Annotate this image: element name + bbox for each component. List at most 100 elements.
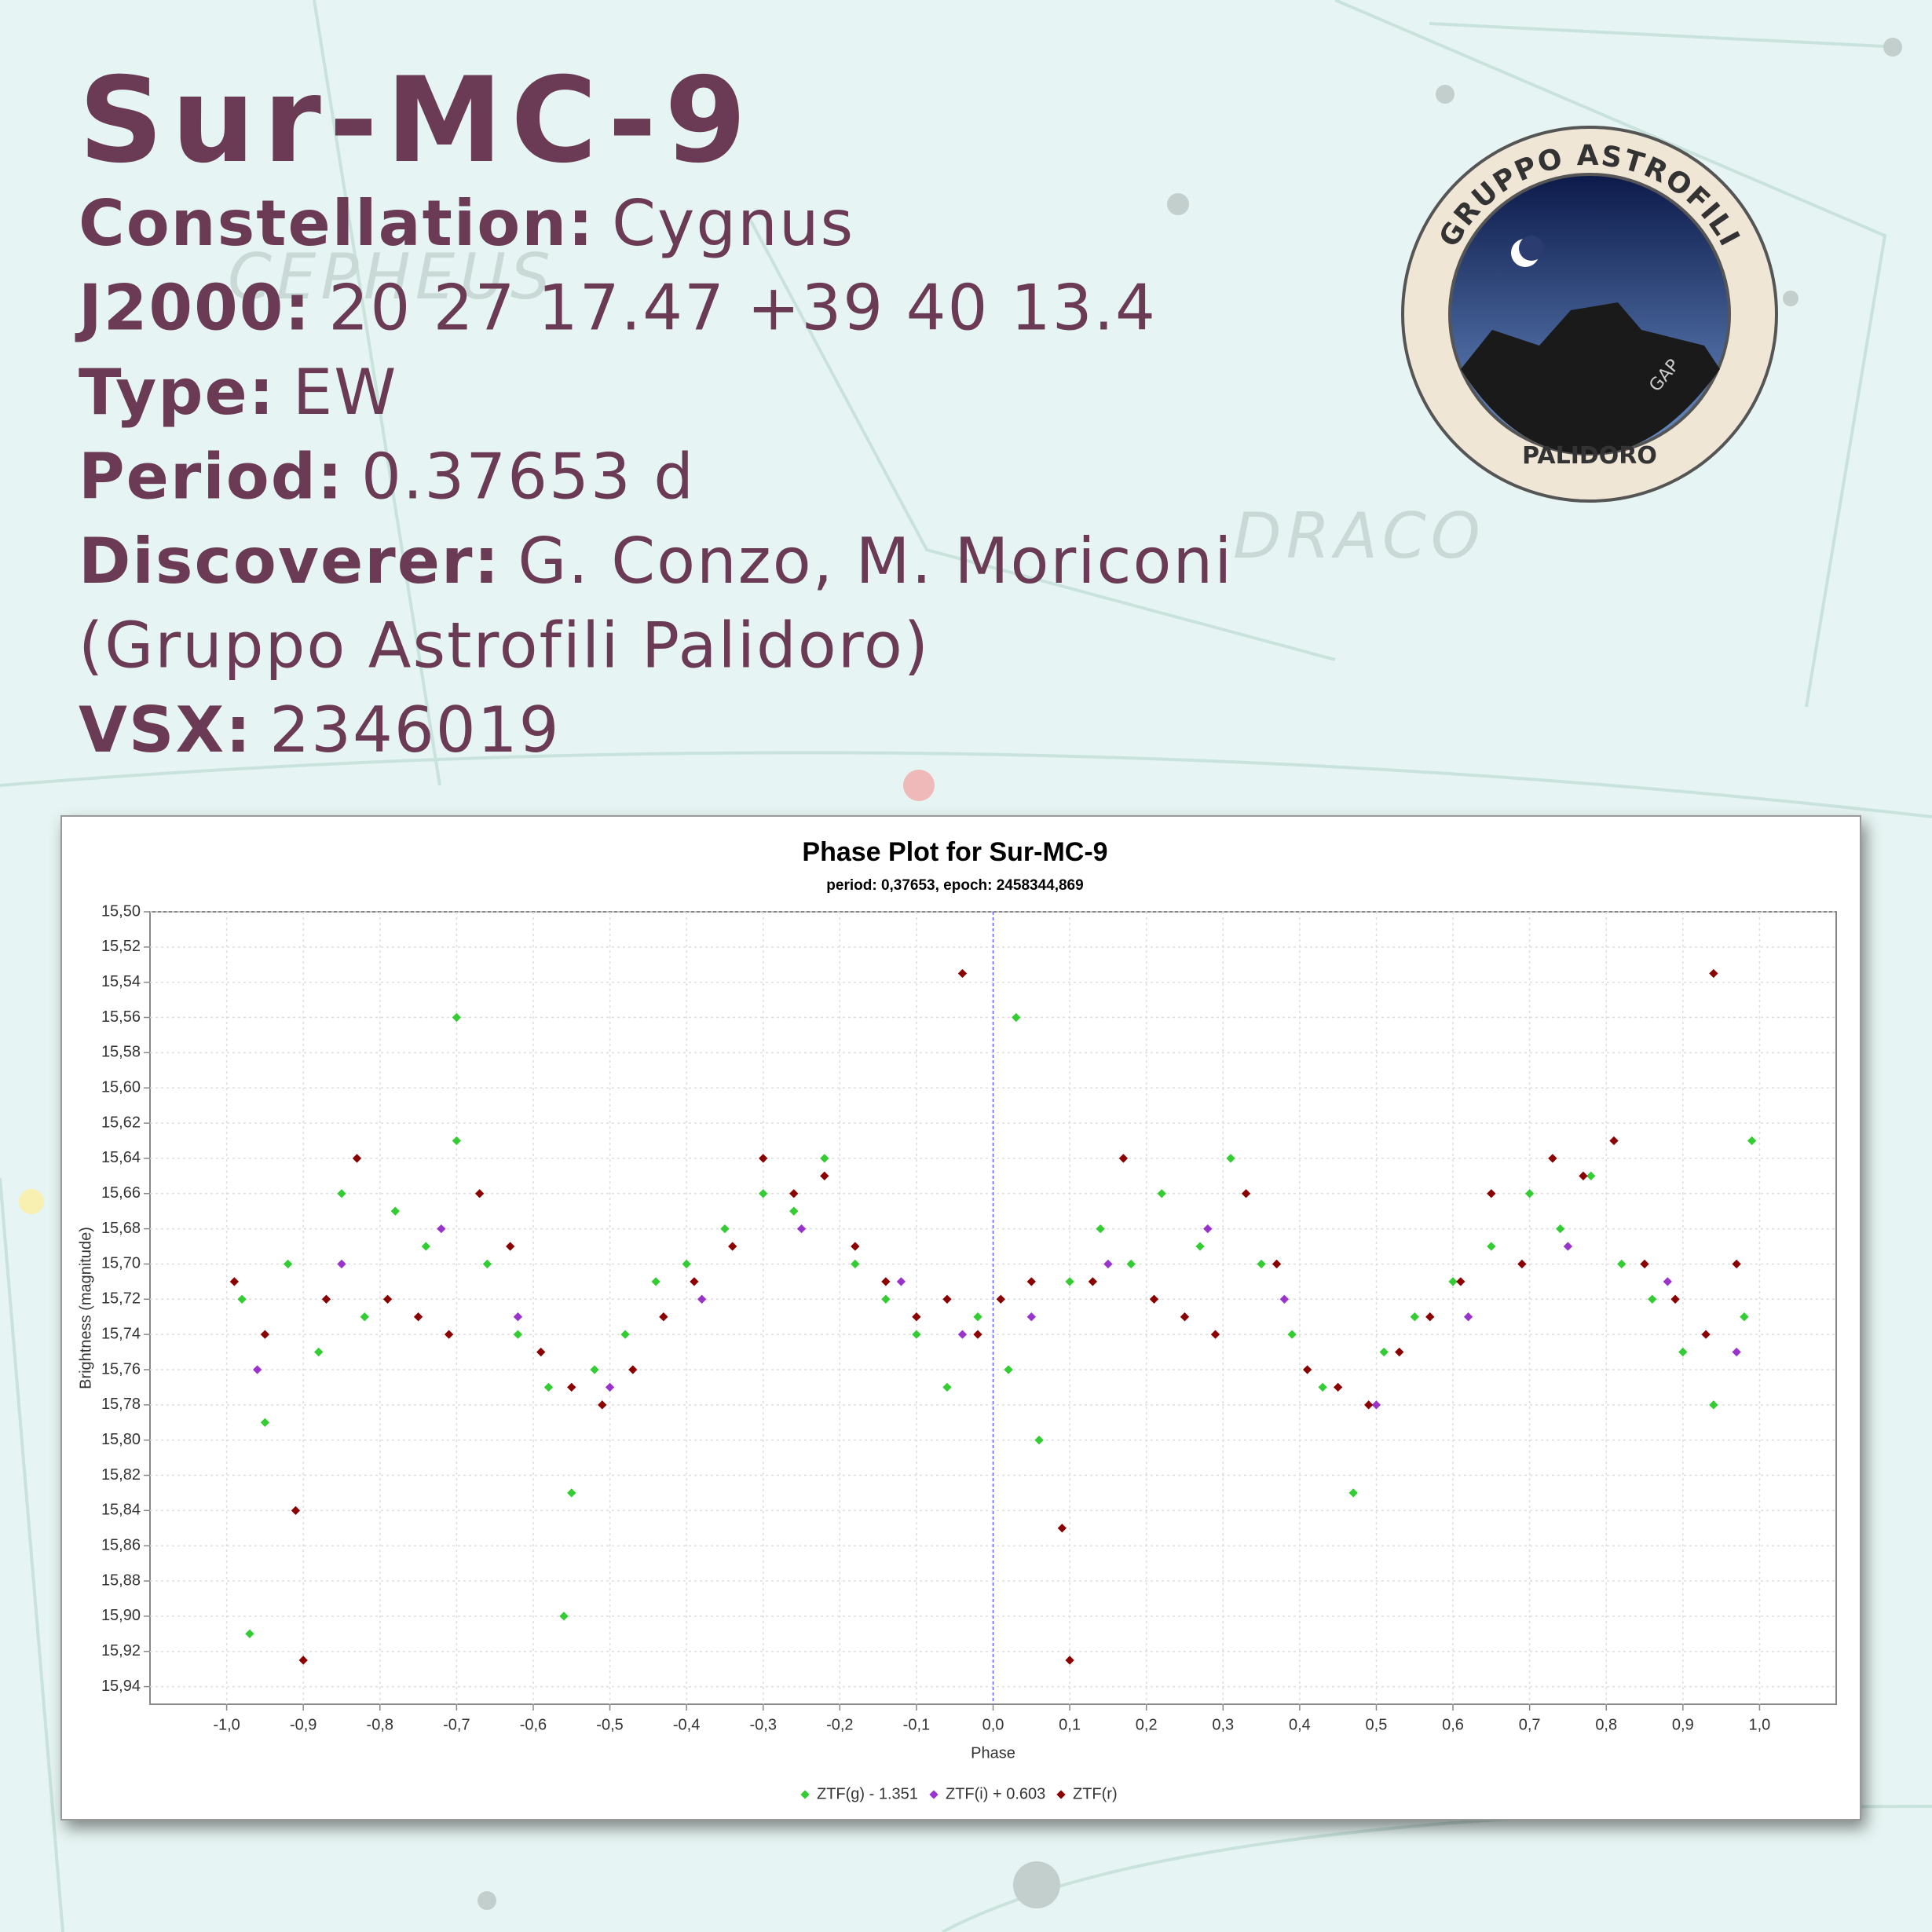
x-tick-label: 0,3 bbox=[1212, 1716, 1234, 1733]
data-point bbox=[284, 1259, 293, 1269]
data-point bbox=[1026, 1277, 1036, 1286]
data-point bbox=[1034, 1436, 1044, 1445]
data-point bbox=[298, 1656, 308, 1665]
background-stars bbox=[19, 38, 1902, 1910]
x-tick-label: 0,0 bbox=[982, 1716, 1004, 1733]
data-point bbox=[651, 1277, 660, 1286]
y-tick-label: 15,50 bbox=[101, 902, 141, 920]
data-point bbox=[260, 1418, 270, 1427]
data-point bbox=[1118, 1154, 1129, 1163]
y-tick-label: 15,76 bbox=[101, 1360, 141, 1378]
info-value: 2346019 bbox=[269, 693, 560, 767]
data-point bbox=[682, 1259, 691, 1269]
data-point bbox=[337, 1189, 346, 1198]
data-point bbox=[620, 1330, 630, 1339]
info-value: EW bbox=[293, 356, 398, 429]
data-point bbox=[598, 1400, 607, 1410]
data-point bbox=[1487, 1242, 1496, 1251]
data-point bbox=[996, 1294, 1005, 1304]
page-title: Sur-MC-9 bbox=[79, 53, 754, 189]
data-point bbox=[1012, 1012, 1021, 1023]
data-point bbox=[759, 1189, 768, 1198]
data-point bbox=[513, 1312, 523, 1322]
chart-subtitle: period: 0,37653, epoch: 2458344,869 bbox=[826, 877, 1083, 894]
data-point bbox=[1279, 1294, 1290, 1304]
data-point bbox=[1302, 1365, 1312, 1374]
data-point bbox=[1640, 1259, 1649, 1269]
x-tick-label: 0,5 bbox=[1366, 1716, 1388, 1733]
x-axis-label: Phase bbox=[971, 1744, 1015, 1762]
data-point bbox=[382, 1294, 393, 1304]
data-point bbox=[567, 1382, 576, 1392]
data-point bbox=[1065, 1656, 1074, 1665]
data-point bbox=[1579, 1171, 1588, 1180]
data-point bbox=[1210, 1330, 1220, 1339]
data-point bbox=[1287, 1330, 1297, 1339]
data-point bbox=[942, 1294, 952, 1304]
logo-moon-shadow bbox=[1519, 236, 1544, 261]
info-label: J2000: bbox=[75, 272, 311, 345]
data-point bbox=[1410, 1312, 1419, 1322]
data-point bbox=[957, 968, 968, 979]
data-point bbox=[452, 1012, 462, 1023]
data-point bbox=[252, 1365, 262, 1374]
info-value: Cygnus bbox=[612, 187, 854, 260]
data-point bbox=[851, 1259, 860, 1269]
x-tick-label: 0,8 bbox=[1595, 1716, 1617, 1733]
x-tick-label: 0,9 bbox=[1672, 1716, 1694, 1733]
y-tick-label: 15,78 bbox=[101, 1396, 141, 1413]
data-point bbox=[1740, 1312, 1749, 1322]
data-point bbox=[1004, 1365, 1013, 1374]
data-point bbox=[1195, 1242, 1205, 1251]
data-point bbox=[1548, 1154, 1557, 1163]
logo-skyline bbox=[1461, 302, 1720, 455]
y-tick-label: 15,74 bbox=[101, 1325, 141, 1342]
info-block: Constellation: Cygnus J2000: 20 27 17.47 +3… bbox=[75, 187, 1233, 767]
x-tick-label: -0,8 bbox=[367, 1716, 393, 1733]
info-value: 0.37653 d bbox=[361, 441, 695, 514]
info-line: Constellation: Cygnus bbox=[79, 187, 854, 260]
info-value: G. Conzo, M. Moriconi bbox=[518, 525, 1233, 598]
info-value: (Gruppo Astrofili Palidoro) bbox=[79, 609, 930, 682]
data-point bbox=[360, 1312, 369, 1322]
data-point bbox=[1334, 1382, 1343, 1392]
info-line: Period: 0.37653 d bbox=[79, 441, 695, 514]
y-tick-label: 15,92 bbox=[101, 1642, 141, 1659]
data-point bbox=[1180, 1312, 1190, 1322]
data-point bbox=[1563, 1242, 1573, 1251]
data-point bbox=[957, 1330, 968, 1339]
data-point bbox=[1272, 1259, 1282, 1269]
data-point bbox=[1732, 1347, 1741, 1357]
data-point bbox=[1371, 1400, 1381, 1410]
data-point bbox=[1348, 1488, 1358, 1498]
y-tick-label: 15,82 bbox=[101, 1466, 141, 1484]
x-tick-label: -0,9 bbox=[290, 1716, 317, 1733]
data-point bbox=[789, 1189, 799, 1198]
data-point bbox=[1364, 1400, 1374, 1410]
info-line: Type: EW bbox=[79, 356, 397, 429]
x-tick-label: 0,4 bbox=[1289, 1716, 1311, 1733]
data-point bbox=[1701, 1330, 1711, 1339]
x-tick-label: 0,1 bbox=[1059, 1716, 1081, 1733]
data-point bbox=[1609, 1136, 1619, 1146]
legend-marker bbox=[929, 1790, 939, 1799]
x-tick-label: -0,6 bbox=[520, 1716, 547, 1733]
x-tick-label: -0,5 bbox=[596, 1716, 623, 1733]
data-point bbox=[506, 1242, 515, 1251]
x-tick-label: 0,6 bbox=[1442, 1716, 1464, 1733]
data-point bbox=[1709, 968, 1718, 979]
data-point bbox=[851, 1242, 860, 1251]
y-tick-label: 15,80 bbox=[101, 1431, 141, 1448]
data-point bbox=[1318, 1382, 1327, 1392]
x-tick-label: 1,0 bbox=[1749, 1716, 1771, 1733]
data-point bbox=[881, 1277, 891, 1286]
data-point bbox=[1203, 1224, 1213, 1234]
background-labels: CEPHEUS DRACO bbox=[228, 240, 1485, 573]
data-point bbox=[820, 1154, 829, 1163]
data-point bbox=[1663, 1277, 1672, 1286]
data-point bbox=[260, 1330, 270, 1339]
background-label: CEPHEUS bbox=[228, 240, 555, 313]
data-point bbox=[1026, 1312, 1036, 1322]
